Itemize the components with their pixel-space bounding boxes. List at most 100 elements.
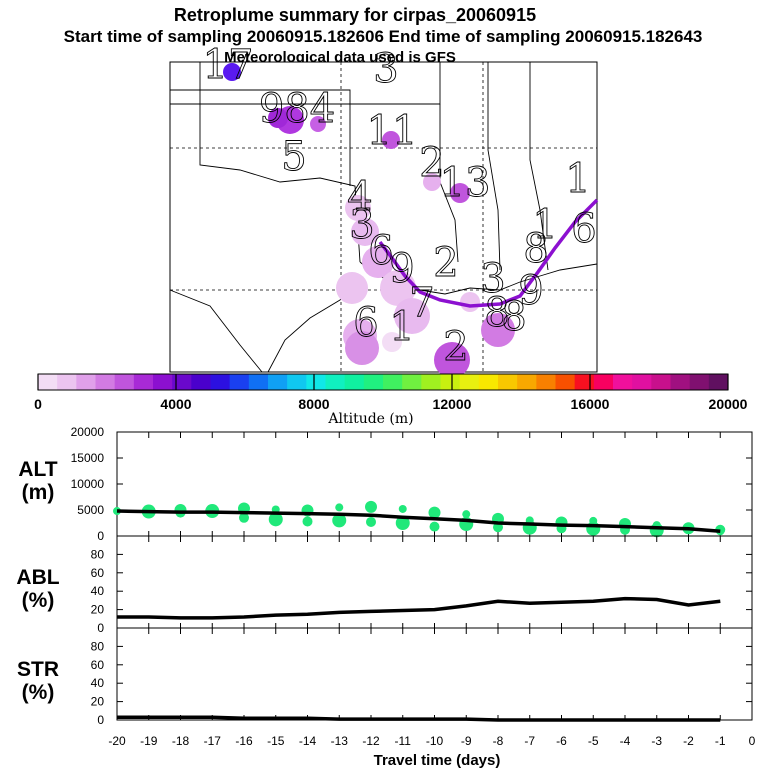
x-tick-label: -3: [651, 734, 662, 748]
colorbar-cell: [344, 374, 365, 390]
map-day-label: 2: [433, 240, 458, 286]
alt-data-point: [649, 523, 664, 538]
alt-data-point: [302, 516, 313, 527]
x-tick-label: -5: [588, 734, 599, 748]
alt-panel: 0 5000 10000 15000 20000 ALT (m): [18, 425, 753, 543]
colorbar-cell: [363, 374, 384, 390]
map-day-label: 6: [353, 300, 378, 346]
alt-data-point: [335, 503, 344, 512]
colorbar-tick-label: 8000: [298, 396, 329, 412]
x-tick-label: -10: [426, 734, 444, 748]
colorbar-cell: [459, 374, 480, 390]
map-day-label: 13: [440, 160, 491, 206]
x-tick-label: -6: [556, 734, 567, 748]
alt-data-point: [395, 516, 410, 530]
x-tick-label: -13: [331, 734, 349, 748]
y-tick-label: 20: [91, 603, 105, 617]
map-day-label: 17: [203, 42, 254, 88]
alt-data-point: [239, 512, 249, 523]
map-day-label: 8: [523, 226, 548, 272]
plume-blob: [345, 195, 371, 221]
colorbar-cell: [517, 374, 537, 390]
colorbar-cell: [536, 374, 556, 390]
colorbar-cell: [498, 374, 518, 390]
alt-data-point: [332, 513, 347, 528]
colorbar-cell: [632, 374, 652, 390]
map-day-label: 3: [480, 256, 505, 302]
x-tick-label: -1: [715, 734, 726, 748]
map-day-label: 2: [443, 324, 468, 370]
map-day-label: 5: [281, 134, 306, 180]
alt-data-point: [428, 506, 441, 519]
x-tick-label: -11: [395, 734, 412, 748]
plume-blob: [460, 292, 480, 312]
map-day-label: 4: [347, 174, 372, 220]
colorbar-cell: [689, 374, 710, 390]
plume-blob: [394, 298, 430, 334]
x-tick-label: -7: [524, 734, 535, 748]
colorbar-cell: [670, 374, 691, 390]
figure-title: Retroplume summary for cirpas_20060915: [174, 5, 536, 25]
panel-ylabel: ABL (%): [16, 566, 59, 612]
colorbar-cell: [440, 374, 461, 390]
y-tick-label: 40: [91, 584, 105, 598]
colorbar-cell: [268, 374, 288, 390]
colorbar-cell: [708, 374, 729, 390]
y-tick-label: 80: [91, 547, 105, 561]
colorbar-cell: [229, 374, 250, 390]
map-day-label: 1: [532, 202, 557, 248]
colorbar-cell: [593, 374, 614, 390]
y-tick-label: 0: [97, 621, 104, 635]
colorbar-cell: [172, 374, 192, 390]
map-day-label: 6: [368, 228, 393, 274]
colorbar-cell: [325, 374, 346, 390]
y-tick-label: 10000: [71, 477, 105, 491]
y-tick-label: 40: [91, 676, 105, 690]
map-day-label: 8: [484, 290, 509, 336]
time-series-panels: 0 5000 10000 15000 20000 ALT (m) 0 20 40 60 80 ABL (%…: [16, 425, 755, 748]
map-day-label: 9: [518, 268, 543, 314]
plume-blob: [223, 63, 241, 81]
x-tick-label: -9: [461, 734, 472, 748]
colorbar-cell: [306, 374, 326, 390]
colorbar-cell: [114, 374, 135, 390]
x-tick-label: -17: [204, 734, 222, 748]
x-tick-label: -14: [299, 734, 317, 748]
str-panel: 0 20 40 60 80 STR (%): [17, 627, 753, 727]
x-axis-title: Travel time (days): [374, 752, 501, 768]
alt-data-point: [366, 516, 376, 527]
plume-blob: [310, 116, 326, 132]
colorbar-cell: [248, 374, 269, 390]
y-tick-label: 60: [91, 658, 105, 672]
map-day-label: 1: [565, 156, 590, 202]
map-day-label: 3: [373, 46, 398, 92]
plume-blob: [481, 313, 515, 347]
sampling-times: Start time of sampling 20060915.182606 E…: [64, 27, 703, 46]
colorbar-cell: [95, 374, 116, 390]
alt-series-line: [116, 509, 721, 534]
colorbar-cell: [57, 374, 77, 390]
plume-blob: [336, 272, 368, 304]
alt-data-point: [429, 521, 440, 532]
colorbar-cell: [421, 374, 441, 390]
colorbar-cell: [574, 374, 595, 390]
colorbar-tick-label: 4000: [160, 396, 191, 412]
panel-ylabel: STR (%): [17, 658, 59, 704]
panel-frame: [116, 627, 753, 721]
plume-blob: [345, 331, 379, 365]
colorbar-cell: [613, 374, 633, 390]
x-tick-label: -18: [172, 734, 190, 748]
y-tick-label: 0: [97, 529, 104, 543]
panel-frame: [116, 535, 753, 629]
x-tick-label: -4: [620, 734, 631, 748]
map-day-label: 3: [349, 202, 374, 248]
colorbar-cell: [153, 374, 173, 390]
x-tick-label: -19: [140, 734, 158, 748]
y-tick-label: 20000: [71, 425, 105, 439]
altitude-colorbar: 0 4000 8000 12000 16000 20000 Altitude (m): [34, 373, 748, 427]
colorbar-cell: [191, 374, 211, 390]
map-day-label: 9: [389, 246, 414, 292]
colorbar-cell: [478, 374, 499, 390]
y-tick-label: 0: [97, 713, 104, 727]
